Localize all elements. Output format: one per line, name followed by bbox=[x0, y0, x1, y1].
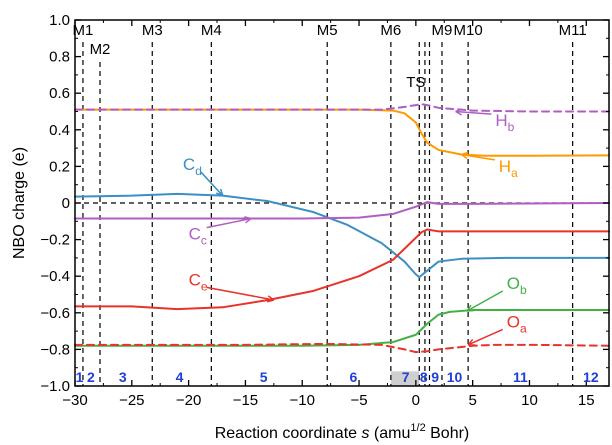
annotation-arrow-line bbox=[207, 287, 274, 300]
marker-label-M3: M3 bbox=[142, 22, 163, 39]
y-tick-label: −0.4 bbox=[40, 268, 70, 285]
y-axis-title: NBO charge (e) bbox=[11, 147, 28, 259]
marker-label-M4: M4 bbox=[201, 22, 222, 39]
y-tick-label: −0.8 bbox=[40, 341, 70, 358]
annotation-label: Oa bbox=[507, 312, 527, 335]
marker-label-M9: M9 bbox=[432, 22, 453, 39]
annotation-Cd: Cd bbox=[183, 155, 223, 196]
series-line-Ob bbox=[75, 310, 609, 346]
axis-ticks: −30 −25 −20 −15 −10 −5 0 5 10 15−1.0−0.8−0.6−0.4−… bbox=[40, 12, 609, 409]
annotation-arrow-line bbox=[467, 291, 503, 311]
region-label-9: 9 bbox=[431, 369, 439, 385]
region-label-5: 5 bbox=[260, 369, 268, 385]
region-label-2: 2 bbox=[87, 369, 95, 385]
x-tick-label: −20 bbox=[176, 392, 201, 409]
marker-label-M5: M5 bbox=[317, 22, 338, 39]
region-label-4: 4 bbox=[176, 369, 184, 385]
ts-label: TS bbox=[406, 74, 425, 91]
annotation-Ob: Ob bbox=[467, 274, 527, 311]
series-lines bbox=[75, 104, 609, 352]
marker-label-M2: M2 bbox=[90, 41, 111, 58]
annotation-Oa: Oa bbox=[468, 312, 527, 345]
series-line-Ha bbox=[75, 110, 609, 156]
annotation-Cc: Cc bbox=[189, 217, 251, 248]
series-line-Ce bbox=[75, 230, 609, 310]
y-tick-label: −0.2 bbox=[40, 232, 70, 249]
x-tick-label: −15 bbox=[233, 392, 258, 409]
x-tick-label: −10 bbox=[290, 392, 315, 409]
annotation-label: Ob bbox=[507, 274, 527, 297]
y-tick-label: 0.4 bbox=[49, 122, 70, 139]
y-tick-label: −0.6 bbox=[40, 305, 70, 322]
y-tick-label: −1.0 bbox=[40, 378, 70, 395]
region-label-8: 8 bbox=[420, 369, 428, 385]
x-tick-label: 0 bbox=[412, 392, 420, 409]
marker-label-M6: M6 bbox=[380, 22, 401, 39]
x-tick-label: −25 bbox=[119, 392, 144, 409]
annotation-label: Ce bbox=[189, 270, 208, 293]
annotation-label: Cd bbox=[183, 155, 202, 178]
region-label-10: 10 bbox=[447, 369, 463, 385]
annotation-arrow-line bbox=[201, 172, 223, 196]
y-tick-label: 1.0 bbox=[49, 12, 70, 29]
region-label-3: 3 bbox=[119, 369, 127, 385]
series-line-Cd bbox=[75, 194, 609, 277]
region-label-1: 1 bbox=[76, 369, 84, 385]
x-axis-title: Reaction coordinate s (amu1/2 Bohr) bbox=[215, 422, 470, 442]
y-tick-label: 0 bbox=[62, 195, 70, 212]
x-tick-label: 15 bbox=[578, 392, 595, 409]
y-tick-label: 0.2 bbox=[49, 158, 70, 175]
region-label-11: 11 bbox=[513, 369, 528, 385]
x-tick-label: 10 bbox=[521, 392, 538, 409]
marker-label-M10: M10 bbox=[454, 22, 483, 39]
x-tick-label: −5 bbox=[350, 392, 367, 409]
annotation-Ce: Ce bbox=[189, 270, 274, 301]
annotation-Hb: Hb bbox=[456, 109, 515, 134]
annotation-arrow-line bbox=[207, 219, 251, 228]
series-line-Cc bbox=[75, 202, 609, 218]
y-tick-label: 0.8 bbox=[49, 49, 70, 66]
region-label-7: 7 bbox=[402, 369, 410, 385]
marker-label-M11: M11 bbox=[559, 22, 587, 39]
marker-label-M1: M1 bbox=[73, 22, 94, 39]
x-tick-label: 5 bbox=[468, 392, 476, 409]
region-label-6: 6 bbox=[349, 369, 357, 385]
y-tick-label: 0.6 bbox=[49, 85, 70, 102]
region-label-12: 12 bbox=[583, 369, 599, 385]
annotation-label: Ha bbox=[499, 157, 518, 180]
annotation-label: Hb bbox=[495, 111, 514, 134]
marker-lines bbox=[75, 42, 609, 386]
annotation-label: Cc bbox=[189, 225, 207, 248]
annotation-arrow-line bbox=[468, 329, 503, 344]
